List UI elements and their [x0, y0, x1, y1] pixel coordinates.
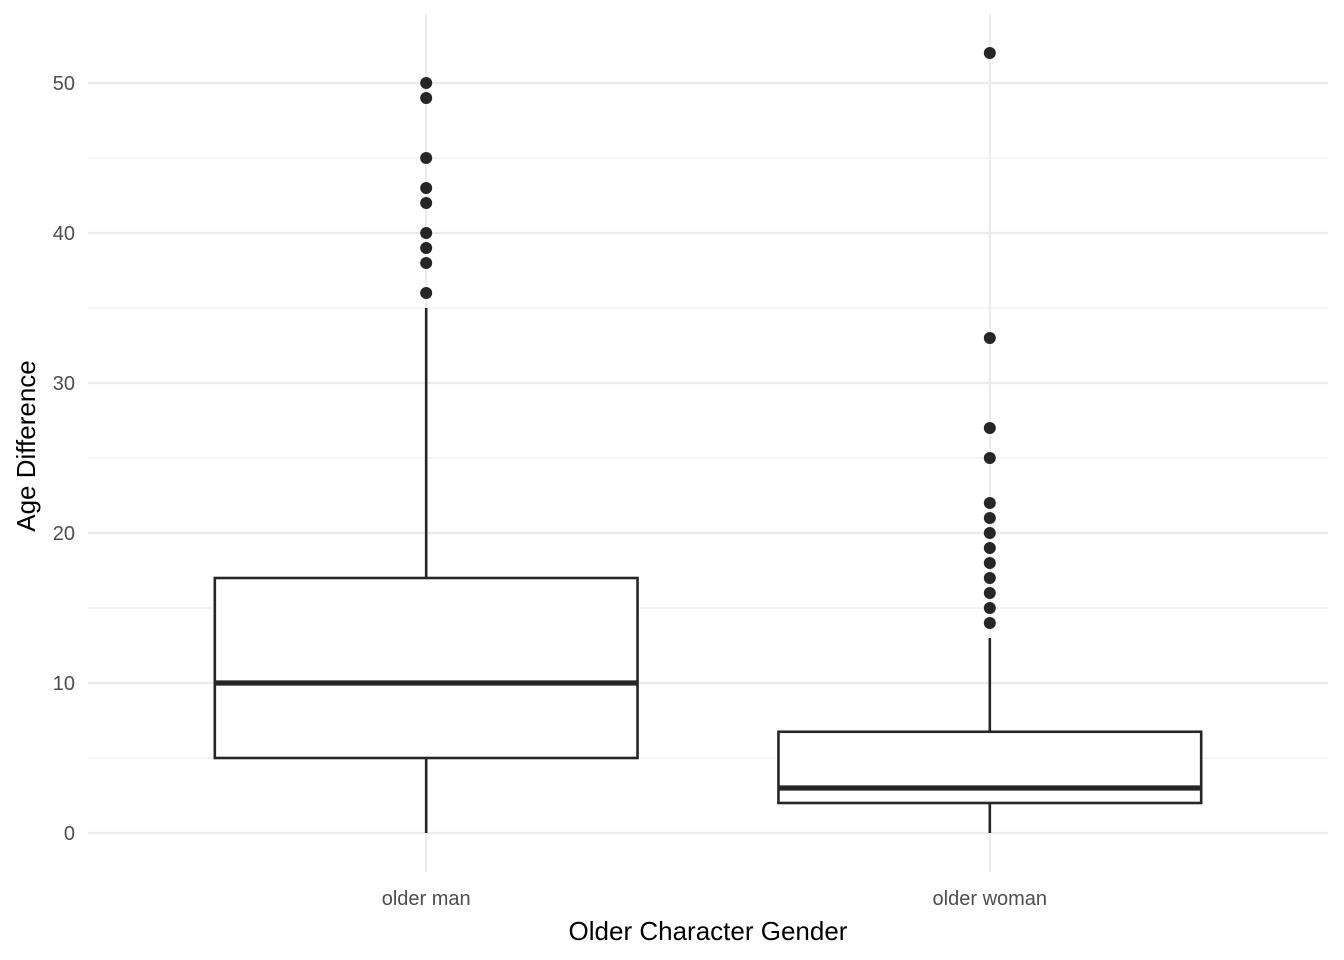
box-group — [777, 47, 1203, 833]
outlier-point — [420, 182, 433, 194]
y-tick-label: 30 — [53, 373, 75, 395]
y-tick-label: 20 — [53, 523, 75, 545]
x-axis-title: Older Character Gender — [569, 916, 848, 946]
y-tick-label: 40 — [53, 223, 75, 245]
outlier-point — [983, 587, 996, 599]
x-tick-label: older man — [382, 888, 471, 910]
y-axis-title: Age Difference — [11, 360, 41, 532]
outlier-point — [983, 47, 996, 59]
outlier-point — [420, 152, 433, 164]
x-axis-tick-labels: older man older woman — [382, 888, 1047, 910]
y-tick-label: 0 — [64, 823, 75, 845]
outlier-point — [983, 422, 996, 434]
outlier-point — [420, 257, 433, 269]
boxes — [213, 47, 1203, 833]
outlier-point — [983, 497, 996, 509]
outlier-point — [983, 512, 996, 524]
y-tick-label: 50 — [53, 73, 75, 95]
outlier-point — [420, 92, 433, 104]
x-tick-label: older woman — [933, 888, 1048, 910]
outlier-point — [983, 542, 996, 554]
outlier-point — [983, 617, 996, 629]
outlier-point — [983, 332, 996, 344]
box-iqr — [777, 730, 1203, 805]
outlier-point — [983, 557, 996, 569]
outlier-point — [420, 77, 433, 89]
y-tick-label: 10 — [53, 673, 75, 695]
outlier-point — [983, 527, 996, 539]
box-group — [213, 77, 639, 833]
outlier-point — [983, 602, 996, 614]
outlier-point — [420, 242, 433, 254]
outlier-point — [420, 197, 433, 209]
outlier-point — [983, 572, 996, 584]
y-axis-tick-labels: 0 10 20 30 40 50 — [53, 73, 75, 845]
box-iqr — [213, 576, 639, 760]
outlier-point — [983, 452, 996, 464]
outlier-point — [420, 227, 433, 239]
outlier-point — [420, 287, 433, 299]
